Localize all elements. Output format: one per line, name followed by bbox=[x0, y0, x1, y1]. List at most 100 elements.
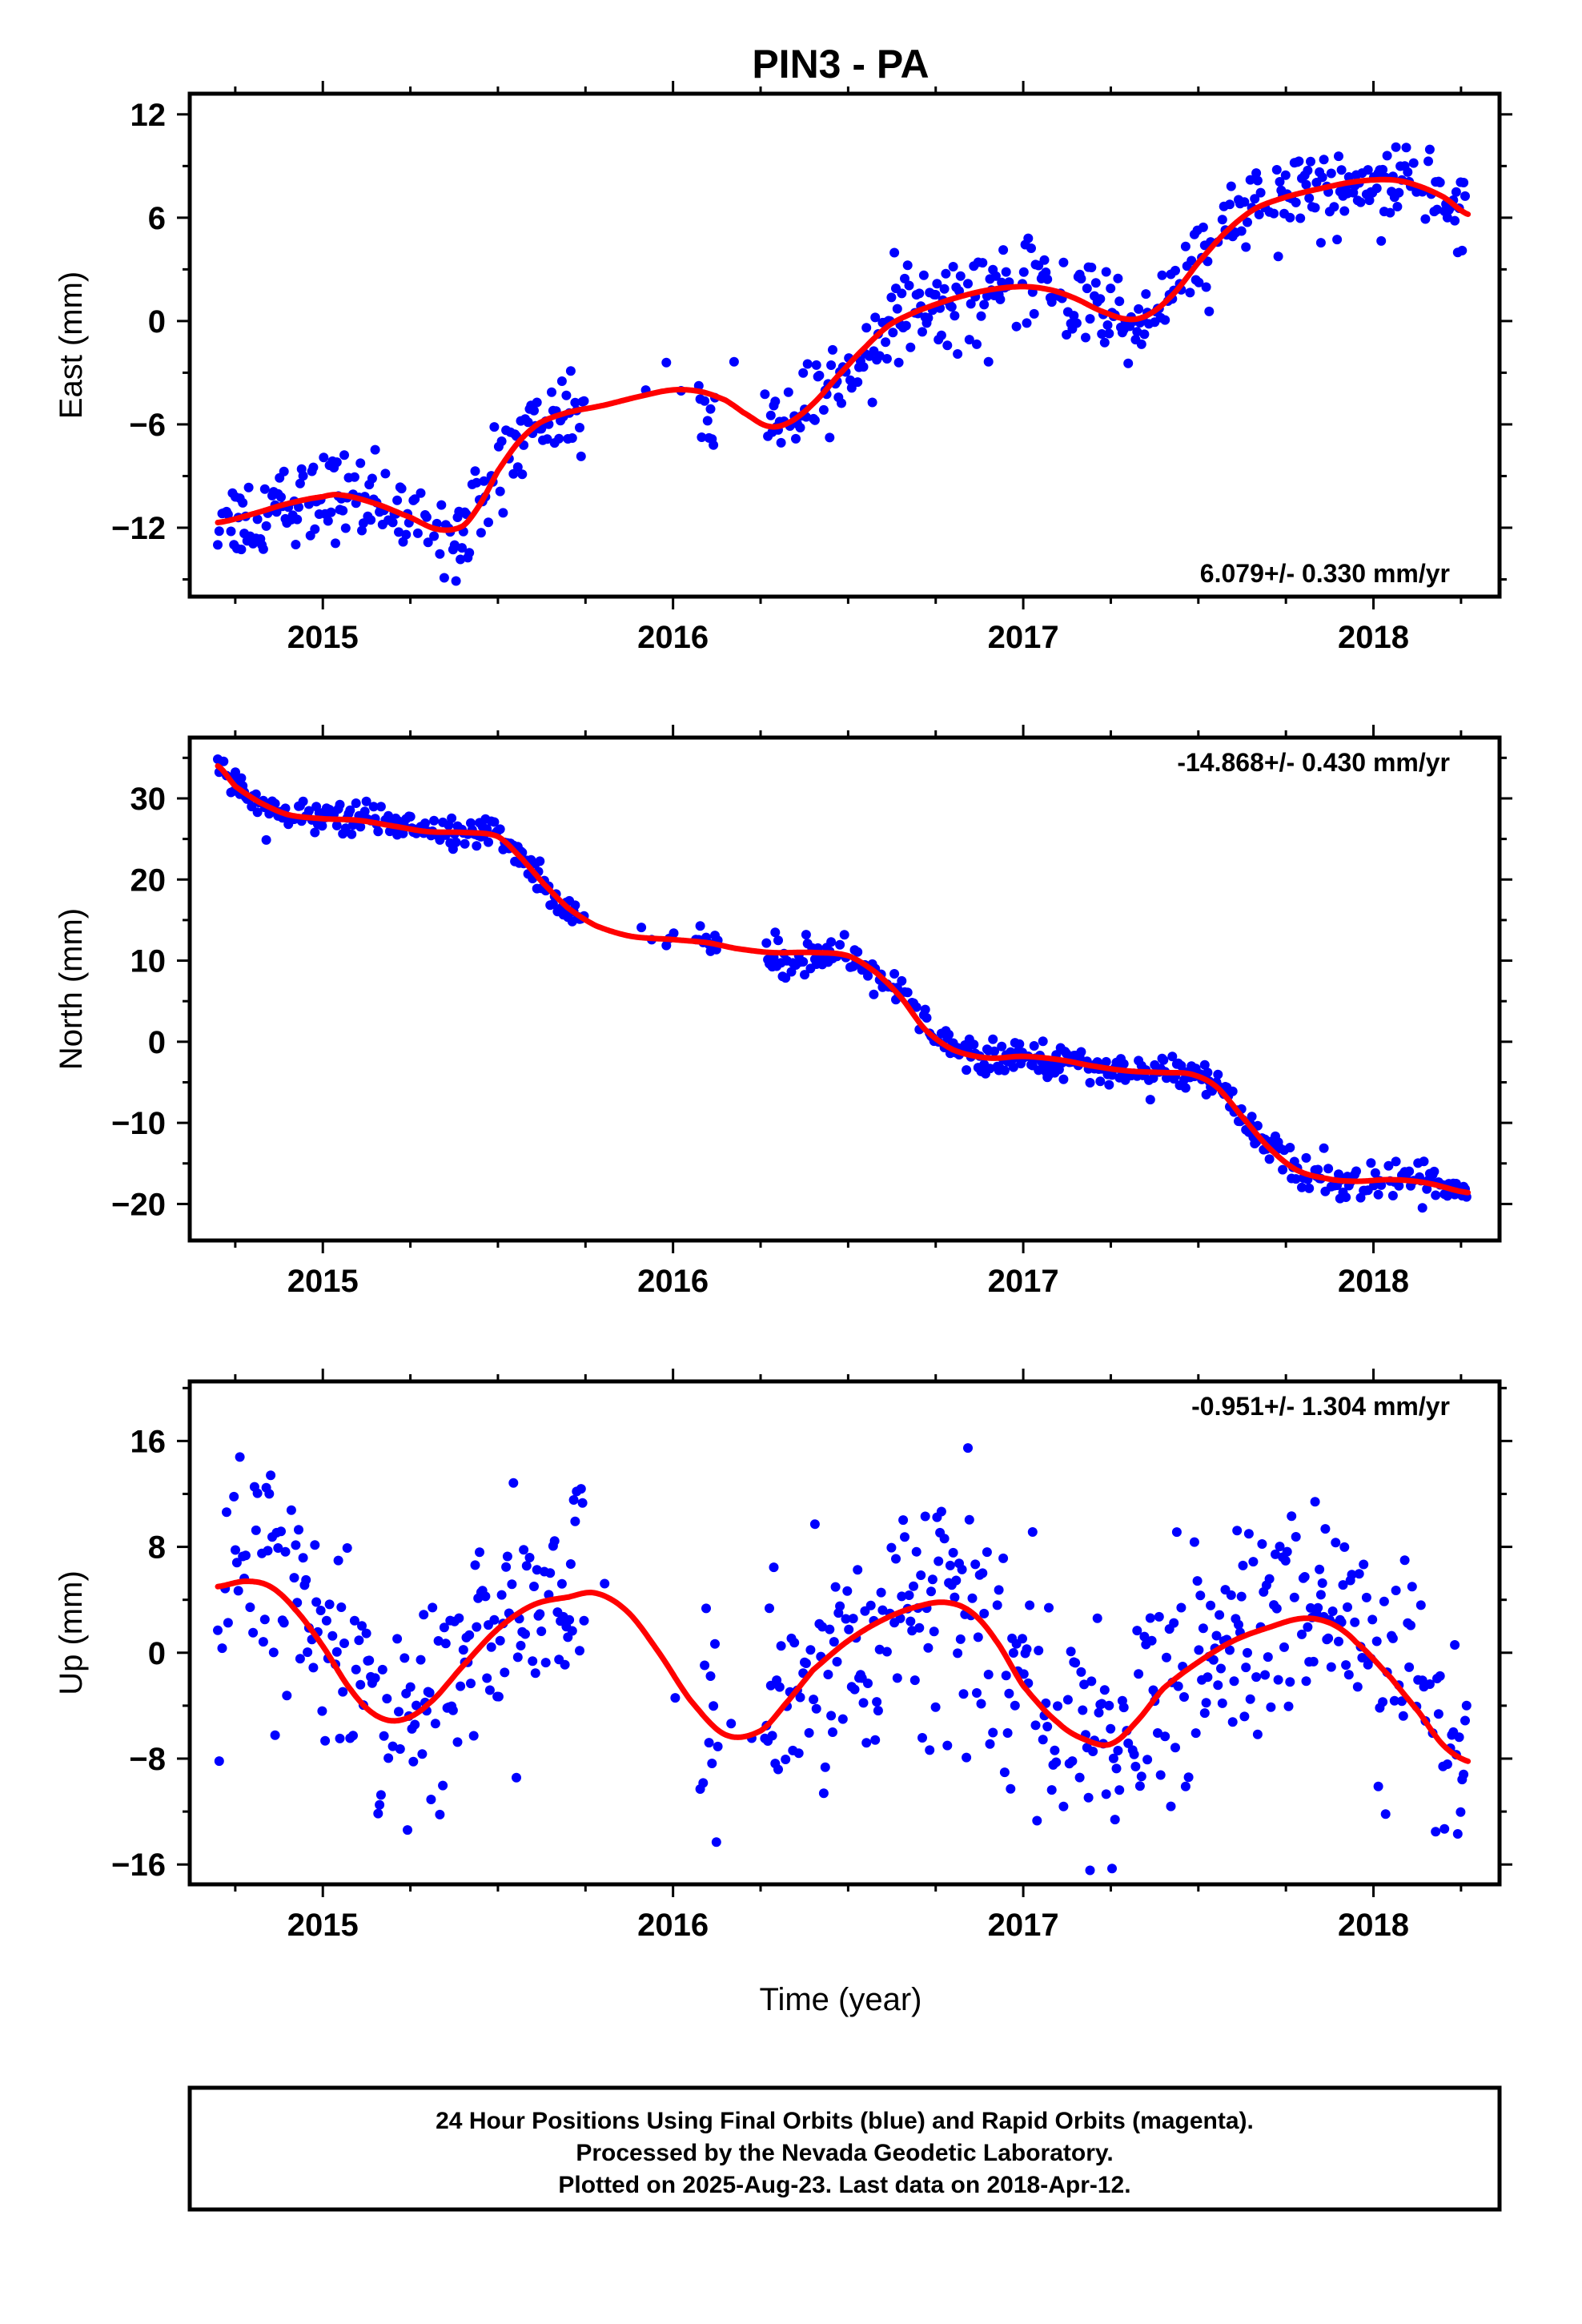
data-point bbox=[1195, 1590, 1206, 1601]
data-point bbox=[426, 1795, 436, 1804]
data-point bbox=[570, 1516, 580, 1526]
data-point bbox=[1387, 1633, 1398, 1643]
data-point bbox=[774, 1682, 785, 1692]
data-point bbox=[502, 1551, 512, 1562]
data-point bbox=[1326, 1662, 1336, 1672]
data-point bbox=[349, 1615, 359, 1626]
data-point bbox=[1046, 1785, 1057, 1795]
data-point bbox=[1404, 1662, 1415, 1672]
data-point bbox=[979, 1608, 990, 1618]
data-point bbox=[279, 466, 289, 476]
data-point bbox=[978, 1568, 988, 1578]
data-point bbox=[295, 478, 305, 489]
data-point bbox=[410, 1719, 420, 1730]
data-point bbox=[962, 1752, 972, 1763]
data-point bbox=[556, 1578, 567, 1589]
data-point bbox=[874, 1644, 885, 1655]
data-point bbox=[1355, 197, 1366, 207]
data-point bbox=[1162, 1652, 1171, 1663]
data-point bbox=[1236, 1591, 1247, 1602]
data-point bbox=[1215, 1610, 1225, 1620]
data-point bbox=[1058, 257, 1069, 267]
data-point bbox=[410, 494, 420, 505]
data-point bbox=[1079, 1679, 1090, 1690]
plot-frame bbox=[187, 1379, 1502, 1887]
data-point bbox=[429, 815, 440, 826]
data-point bbox=[423, 537, 433, 548]
data-point bbox=[1022, 318, 1032, 328]
data-point bbox=[438, 1780, 448, 1791]
data-point bbox=[258, 544, 268, 554]
data-point bbox=[375, 802, 386, 812]
data-point bbox=[470, 466, 480, 476]
data-point bbox=[889, 247, 900, 258]
data-point bbox=[1371, 1636, 1382, 1647]
data-point bbox=[909, 1581, 918, 1591]
data-point bbox=[1189, 1537, 1199, 1547]
data-point bbox=[994, 1585, 1004, 1595]
data-point bbox=[1134, 1669, 1144, 1679]
data-point bbox=[429, 531, 440, 541]
data-point bbox=[1319, 155, 1329, 165]
data-point bbox=[1102, 320, 1113, 330]
data-point bbox=[261, 834, 271, 845]
data-point bbox=[336, 1602, 347, 1612]
data-point bbox=[1280, 170, 1291, 180]
data-point bbox=[323, 516, 333, 526]
data-point bbox=[823, 1670, 833, 1679]
data-point bbox=[1234, 1619, 1243, 1630]
data-point bbox=[1198, 222, 1208, 232]
data-point bbox=[1194, 277, 1204, 287]
data-point bbox=[1248, 1557, 1259, 1567]
data-point bbox=[1380, 1809, 1391, 1819]
data-point bbox=[387, 1741, 398, 1751]
data-point bbox=[944, 1029, 954, 1039]
data-point bbox=[1243, 1529, 1254, 1539]
data-point bbox=[802, 359, 813, 369]
data-point bbox=[950, 1592, 960, 1602]
data-point bbox=[1191, 1728, 1201, 1739]
data-point bbox=[948, 1547, 958, 1558]
data-point bbox=[1076, 1047, 1086, 1057]
data-point bbox=[846, 383, 857, 393]
data-point bbox=[1297, 1629, 1307, 1639]
data-point bbox=[310, 1540, 320, 1550]
data-point bbox=[1194, 1645, 1204, 1655]
data-point bbox=[1407, 1582, 1417, 1592]
data-point bbox=[435, 1809, 445, 1819]
data-point bbox=[848, 1614, 858, 1624]
data-point bbox=[897, 1591, 907, 1602]
data-point bbox=[279, 1618, 289, 1628]
data-point bbox=[495, 824, 505, 834]
data-point bbox=[394, 1707, 404, 1717]
data-point bbox=[1145, 1095, 1155, 1105]
data-point bbox=[1420, 214, 1431, 224]
data-point bbox=[1336, 165, 1347, 175]
data-point bbox=[1424, 1679, 1435, 1689]
x-tick-label: 2015 bbox=[287, 1264, 359, 1299]
data-point bbox=[496, 436, 507, 446]
data-point bbox=[976, 1699, 986, 1709]
data-point bbox=[898, 1515, 909, 1526]
data-point bbox=[998, 1553, 1009, 1563]
data-point bbox=[695, 921, 705, 931]
data-point bbox=[705, 1671, 716, 1681]
data-point bbox=[936, 1506, 946, 1517]
data-point bbox=[914, 288, 925, 299]
data-point bbox=[452, 1737, 463, 1747]
data-point bbox=[1323, 1633, 1334, 1643]
data-point bbox=[243, 482, 254, 493]
data-point bbox=[273, 1543, 283, 1553]
data-point bbox=[891, 1554, 901, 1564]
data-point bbox=[359, 806, 370, 817]
data-point bbox=[900, 1532, 909, 1542]
data-point bbox=[375, 1799, 385, 1810]
footer-line-2: Processed by the Nevada Geodetic Laborat… bbox=[576, 2140, 1113, 2166]
data-point bbox=[1271, 1603, 1282, 1614]
data-point bbox=[576, 451, 586, 461]
data-point bbox=[549, 1536, 560, 1546]
data-point bbox=[236, 545, 247, 555]
data-point bbox=[999, 1065, 1010, 1076]
data-point bbox=[217, 1643, 227, 1654]
data-point bbox=[845, 375, 855, 385]
